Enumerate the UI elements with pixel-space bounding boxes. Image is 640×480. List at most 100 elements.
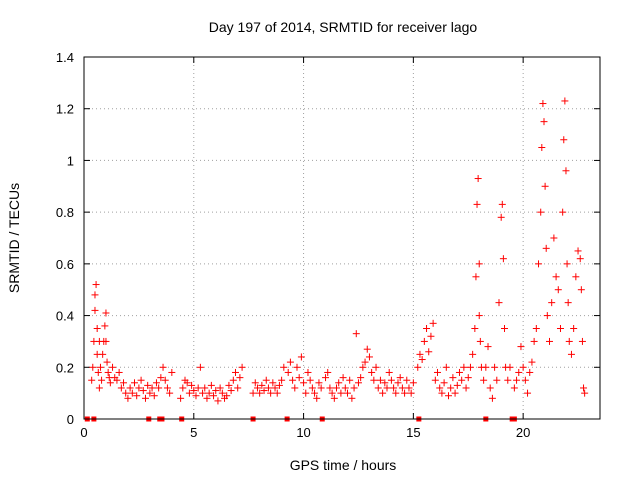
data-point — [495, 299, 503, 307]
data-point — [133, 392, 141, 400]
data-point — [264, 384, 272, 392]
data-point — [207, 381, 215, 389]
data-point — [190, 387, 198, 395]
data-point — [102, 309, 110, 317]
data-point — [500, 325, 508, 332]
data-point — [144, 381, 152, 389]
data-point — [348, 394, 356, 402]
data-point — [488, 394, 496, 402]
data-point — [365, 353, 373, 361]
data-point — [420, 337, 428, 345]
data-point — [572, 273, 580, 281]
data-point — [141, 394, 149, 402]
data-point — [271, 384, 279, 392]
data-point — [390, 384, 398, 392]
data-point — [148, 384, 156, 392]
data-point — [227, 387, 235, 395]
y-tick-label: 0 — [67, 412, 74, 427]
data-point — [104, 368, 112, 376]
data-point — [297, 353, 305, 361]
data-point — [168, 368, 176, 376]
data-point — [120, 379, 128, 387]
data-point — [98, 376, 106, 384]
data-point — [192, 392, 200, 400]
data-point — [453, 381, 461, 389]
data-point — [462, 384, 470, 392]
data-point — [177, 394, 185, 402]
data-point — [440, 379, 448, 387]
data-point — [337, 389, 345, 397]
data-point — [326, 384, 334, 392]
data-point — [578, 337, 586, 345]
data-point — [475, 260, 483, 268]
data-point — [102, 337, 110, 345]
data-point — [567, 350, 575, 358]
data-point — [466, 363, 474, 371]
data-point — [471, 325, 479, 332]
data-point — [526, 368, 534, 376]
data-point — [405, 384, 413, 392]
y-tick-label: 0.8 — [56, 205, 74, 220]
data-point — [436, 384, 444, 392]
data-point — [499, 255, 507, 263]
data-point — [474, 175, 482, 183]
data-point — [528, 358, 536, 366]
data-point — [317, 384, 325, 392]
data-point — [537, 208, 545, 216]
data-point — [93, 325, 101, 332]
data-point — [91, 306, 99, 314]
data-point — [357, 374, 365, 382]
y-tick-label: 0.6 — [56, 257, 74, 272]
data-point — [379, 389, 387, 397]
data-point — [179, 384, 187, 392]
data-point — [260, 387, 268, 395]
data-point — [476, 337, 484, 345]
data-point — [418, 356, 426, 364]
data-point — [576, 255, 584, 263]
data-point — [540, 118, 548, 126]
y-tick-label: 0.4 — [56, 309, 74, 324]
data-point — [284, 368, 292, 376]
data-point — [396, 374, 404, 382]
data-point — [311, 389, 319, 397]
data-point — [361, 358, 369, 366]
data-point — [94, 368, 102, 376]
data-point — [262, 376, 270, 384]
data-point — [199, 389, 207, 397]
data-point — [434, 368, 442, 376]
x-axis-ticks: 0 5 10 15 20 — [80, 57, 530, 440]
data-point — [392, 389, 400, 397]
data-point — [343, 389, 351, 397]
data-point — [278, 376, 286, 384]
data-point — [131, 379, 139, 387]
data-point — [556, 325, 564, 332]
y-tick-label: 1.4 — [56, 50, 74, 65]
data-point — [249, 389, 257, 397]
data-point — [306, 376, 314, 384]
y-axis-ticks: 0 0.2 0.4 0.6 0.8 1 1.2 1.4 — [56, 50, 600, 427]
data-point — [218, 389, 226, 397]
data-point — [370, 376, 378, 384]
data-point — [232, 368, 240, 376]
data-point — [560, 136, 568, 144]
data-point — [455, 368, 463, 376]
data-point — [315, 379, 323, 387]
data-point — [350, 384, 358, 392]
data-point — [253, 384, 261, 392]
data-point — [155, 384, 163, 392]
data-point — [238, 363, 246, 371]
data-point — [152, 379, 160, 387]
plot-frame — [83, 56, 601, 420]
x-tick-label: 5 — [190, 425, 197, 440]
data-point — [504, 376, 512, 384]
data-point — [313, 394, 321, 402]
data-point — [286, 358, 294, 366]
data-point — [308, 384, 316, 392]
data-point — [493, 376, 501, 384]
data-point — [135, 384, 143, 392]
data-point — [562, 167, 570, 175]
data-point — [295, 374, 303, 382]
data-point — [491, 363, 499, 371]
data-point — [322, 374, 330, 382]
data-point — [229, 376, 237, 384]
